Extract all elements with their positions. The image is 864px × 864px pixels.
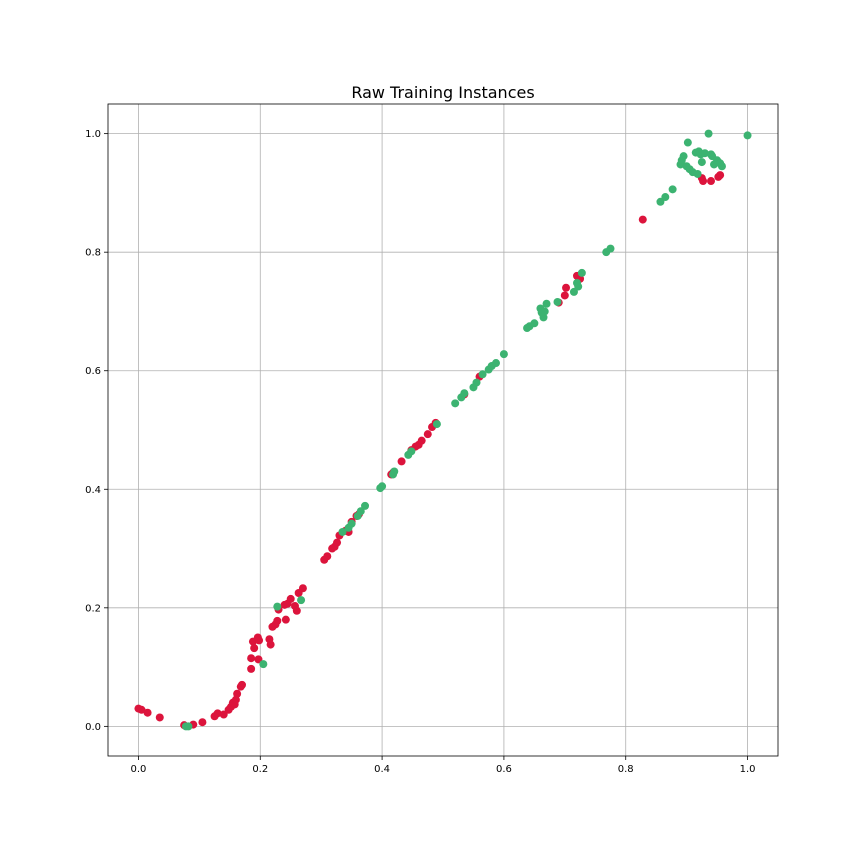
green-point	[356, 507, 365, 516]
red-point	[562, 283, 571, 292]
green-point	[451, 399, 460, 408]
x-tick-label: 0.0	[131, 764, 147, 775]
red-point	[213, 709, 222, 718]
x-tick-label: 1.0	[740, 764, 756, 775]
green-point	[361, 501, 370, 510]
red-point	[247, 664, 256, 673]
red-point	[231, 695, 240, 704]
x-tick-label: 0.6	[496, 764, 512, 775]
y-tick-label: 0.8	[85, 248, 101, 259]
red-point	[397, 457, 406, 466]
red-point	[298, 584, 307, 593]
red-point	[281, 615, 290, 624]
red-point	[233, 689, 242, 698]
y-tick-label: 0.2	[85, 603, 101, 614]
red-point	[255, 636, 264, 645]
green-point	[432, 420, 441, 429]
red-point	[238, 680, 246, 689]
green-point	[577, 268, 586, 277]
green-point	[259, 660, 268, 669]
green-point	[743, 131, 752, 140]
green-point	[606, 244, 615, 253]
y-tick-label: 1.0	[85, 129, 101, 140]
red-point	[143, 708, 152, 717]
x-tick-label: 0.4	[374, 764, 390, 775]
red-point	[707, 177, 715, 186]
red-point	[247, 654, 256, 663]
red-point	[155, 713, 164, 722]
green-point	[574, 282, 583, 291]
red-point	[198, 718, 207, 727]
green-point	[569, 287, 578, 296]
green-point	[378, 482, 387, 491]
green-point	[553, 297, 562, 306]
red-point	[286, 594, 295, 603]
green-point	[499, 350, 508, 359]
green-point	[460, 389, 469, 398]
green-point	[661, 193, 670, 202]
grid	[108, 104, 778, 756]
red-point	[333, 538, 342, 547]
green-point	[273, 602, 282, 611]
green-point	[472, 378, 481, 387]
green-point	[679, 152, 688, 161]
red-point	[273, 616, 282, 625]
plot-frame	[107, 103, 779, 757]
red-point	[292, 606, 301, 615]
chart-title: Raw Training Instances	[351, 83, 534, 102]
x-tick-label: 0.2	[252, 764, 268, 775]
green-point	[184, 722, 193, 731]
red-point	[423, 430, 432, 439]
green-point	[697, 158, 706, 167]
green-point	[297, 596, 306, 605]
green-point	[700, 149, 709, 158]
tick-labels: 0.0 0.2 0.4 0.6 0.8 1.0 0.0 0.2 0.4 0.6 0.8 1.0	[85, 129, 755, 775]
red-point	[137, 705, 146, 714]
data-points	[134, 129, 752, 731]
red-point	[323, 552, 332, 561]
green-point	[540, 307, 549, 316]
y-tick-label: 0.4	[85, 485, 101, 496]
green-point	[407, 447, 416, 456]
green-point	[539, 313, 548, 322]
red-point	[699, 177, 708, 186]
green-point	[717, 162, 726, 171]
y-tick-label: 0.0	[85, 722, 101, 733]
green-point	[338, 527, 347, 536]
green-point	[542, 299, 551, 308]
red-point	[638, 215, 647, 224]
green-point	[668, 185, 677, 194]
green-point	[478, 370, 487, 379]
y-tick-label: 0.6	[85, 366, 101, 377]
red-point	[417, 436, 426, 445]
green-point	[347, 519, 356, 528]
green-point	[704, 129, 713, 138]
green-point	[491, 359, 500, 368]
red-point	[716, 171, 725, 180]
x-tick-label: 0.8	[618, 764, 634, 775]
green-point	[530, 319, 539, 328]
green-point	[683, 138, 692, 147]
red-point	[250, 644, 259, 653]
red-point	[560, 291, 569, 300]
red-point	[266, 640, 275, 649]
green-point	[390, 467, 399, 476]
green-point	[693, 169, 702, 178]
